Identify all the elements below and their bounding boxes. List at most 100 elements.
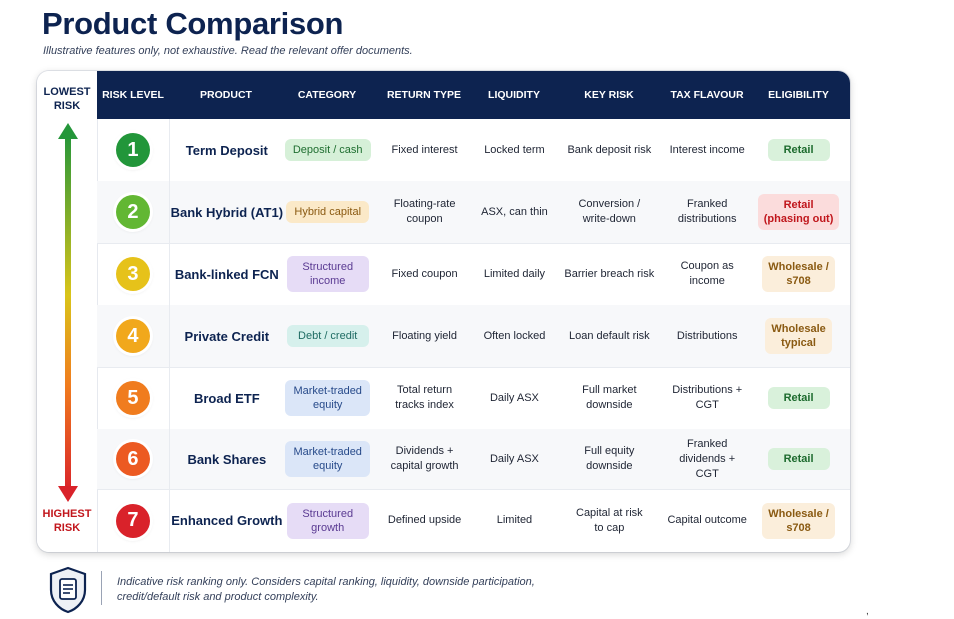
category-line: Structured	[302, 261, 354, 273]
category-pill: Structured income	[286, 256, 369, 292]
liquidity-line: Daily ASX	[489, 452, 539, 465]
risk-scale: LOWEST RISK HIGHEST RISK	[37, 71, 98, 552]
col-tax-flavour: TAX FLAVOUR	[670, 89, 744, 101]
key-risk-line: downside	[586, 460, 633, 472]
return-type-line: Floating-rate	[393, 198, 456, 210]
return-type-cell: Fixed coupon	[372, 243, 478, 305]
return-type-line: coupon	[406, 213, 443, 225]
category-cell: Structured growth	[284, 489, 372, 552]
tax-flavour-cell: Distributions	[667, 305, 747, 367]
eligibility-cell: Retail	[747, 429, 850, 489]
tax-flavour-line: income	[689, 275, 725, 287]
table-row: 3 Bank-linked FCN Structured income Fixed co…	[97, 243, 850, 306]
eligibility-line: Wholesale	[771, 323, 826, 335]
risk-level-badge: 1	[115, 133, 150, 167]
category-line: Debt / credit	[298, 330, 358, 342]
category-line: Deposit / cash	[292, 144, 363, 156]
tax-flavour-cell: Capital outcome	[667, 489, 747, 552]
risk-level-badge: 2	[115, 195, 150, 229]
risk-level-cell: 6	[97, 429, 170, 489]
risk-level-cell: 3	[97, 243, 170, 305]
return-type-cell: Dividends + capital growth	[372, 429, 478, 489]
key-risk-line: Bank deposit risk	[567, 143, 652, 156]
liquidity-cell: Daily ASX	[478, 367, 552, 429]
tax-flavour-cell: Franked dividends + CGT	[667, 429, 747, 489]
risk-level-cell: 4	[97, 305, 170, 367]
tax-flavour-line: Coupon as	[680, 260, 734, 272]
category-cell: Debt / credit	[284, 305, 372, 367]
key-risk-cell: Conversion / write-down	[551, 181, 667, 243]
category-pill: Structured growth	[286, 502, 369, 539]
category-pill: Deposit / cash	[284, 139, 371, 161]
lowest-risk-label: LOWEST RISK	[37, 85, 97, 113]
key-risk-cell: Capital at risk to cap	[551, 489, 667, 552]
eligibility-cell: Wholesale / s708	[747, 489, 850, 552]
return-type-line: tracks index	[395, 399, 454, 411]
return-type-line: Fixed coupon	[391, 267, 458, 280]
eligibility-badge: Retail	[767, 139, 830, 161]
return-type-cell: Floating-rate coupon	[372, 181, 478, 243]
category-pill: Hybrid capital	[286, 201, 370, 223]
table-row: 5 Broad ETF Market-traded equity Total retur…	[97, 367, 850, 430]
return-type-cell: Defined upside	[372, 489, 478, 552]
tax-flavour-line: distributions	[677, 213, 737, 225]
document-shield-icon	[48, 566, 88, 619]
eligibility-badge: Wholesale typical	[765, 318, 832, 354]
col-eligibility: ELIGIBILITY	[768, 89, 829, 101]
page-subtitle: Illustrative features only, not exhausti…	[43, 45, 413, 57]
tax-flavour-line: Franked	[687, 198, 728, 210]
tax-flavour-line: Franked	[687, 437, 728, 450]
category-cell: Hybrid capital	[284, 181, 372, 243]
tax-flavour-line: Interest income	[669, 143, 745, 156]
category-line: equity	[313, 399, 343, 411]
product-name: Private Credit	[184, 328, 270, 344]
eligibility-cell: Retail (phasing out)	[747, 181, 850, 243]
liquidity-line: Limited	[496, 514, 533, 526]
corner-mark: ,	[866, 606, 869, 617]
footer-note: Indicative risk ranking only. Considers …	[117, 576, 535, 603]
key-risk-cell: Full equity downside	[551, 429, 667, 489]
category-cell: Market-traded equity	[284, 367, 372, 429]
col-category: CATEGORY	[297, 89, 357, 101]
eligibility-badge: Wholesale / s708	[762, 256, 835, 292]
col-key-risk: KEY RISK	[584, 89, 634, 101]
risk-level-badge: 4	[115, 319, 150, 353]
liquidity-cell: Often locked	[478, 305, 552, 367]
tax-flavour-line: Distributions +	[672, 384, 743, 396]
key-risk-line: downside	[586, 399, 633, 411]
liquidity-line: Daily ASX	[489, 391, 539, 404]
key-risk-line: Full equity	[584, 445, 635, 457]
key-risk-line: Full market	[582, 384, 637, 396]
eligibility-cell: Retail	[747, 119, 850, 181]
eligibility-cell: Wholesale / s708	[747, 243, 850, 305]
eligibility-line: Retail	[783, 392, 814, 404]
key-risk-line: to cap	[594, 521, 625, 534]
key-risk-line: Capital at risk	[576, 506, 643, 519]
category-line: Hybrid capital	[294, 206, 362, 218]
return-type-cell: Floating yield	[372, 305, 478, 367]
key-risk-line: Conversion /	[578, 198, 641, 210]
risk-level-cell: 2	[97, 181, 170, 243]
return-type-line: Dividends +	[395, 445, 454, 457]
table-header: RISK LEVEL PRODUCT CATEGORY RETURN TYPE …	[97, 71, 850, 119]
eligibility-badge: Retail (phasing out)	[757, 194, 840, 230]
key-risk-cell: Barrier breach risk	[551, 243, 667, 305]
page-title: Product Comparison	[42, 6, 344, 41]
eligibility-line: Retail	[783, 144, 814, 156]
return-type-line: Defined upside	[387, 514, 462, 526]
tax-flavour-cell: Distributions + CGT	[667, 367, 747, 429]
liquidity-cell: ASX, can thin	[478, 181, 552, 243]
key-risk-line: Loan default risk	[568, 329, 650, 342]
category-line: Structured	[302, 507, 354, 520]
col-liquidity: LIQUIDITY	[488, 89, 540, 101]
eligibility-badge: Wholesale / s708	[762, 502, 835, 539]
category-cell: Deposit / cash	[284, 119, 372, 181]
eligibility-badge: Retail	[767, 387, 830, 409]
risk-level-badge: 5	[115, 381, 150, 415]
table-row: 7 Enhanced Growth Structured growth Defined …	[97, 489, 850, 552]
risk-level-badge: 3	[115, 257, 150, 291]
category-line: equity	[313, 460, 343, 472]
table-row: 6 Bank Shares Market-traded equity Dividends…	[97, 429, 850, 490]
category-pill: Debt / credit	[286, 325, 369, 347]
eligibility-line: typical	[781, 337, 816, 349]
